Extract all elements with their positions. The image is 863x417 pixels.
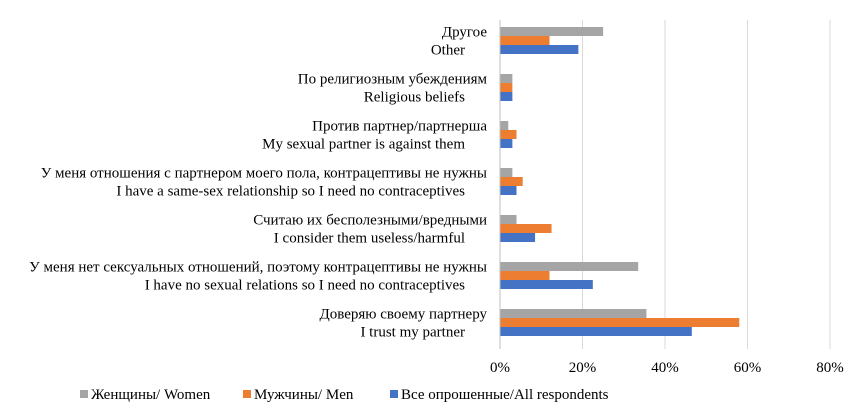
bar-women bbox=[500, 74, 513, 83]
category-label-ru: У меня нет сексуальных отношений, поэтом… bbox=[29, 260, 487, 276]
x-tick-label: 60% bbox=[734, 360, 762, 376]
category-label-ru: Доверяю своему партнеру bbox=[320, 307, 488, 323]
bar-all bbox=[500, 139, 513, 148]
bar-men bbox=[500, 130, 517, 139]
category-label-en: I consider them useless/harmful bbox=[274, 231, 465, 247]
bar-women bbox=[500, 121, 509, 130]
bar-men bbox=[500, 318, 740, 327]
legend-label: Женщины/ Women bbox=[91, 387, 211, 403]
legend-label: Мужчины/ Men bbox=[254, 387, 354, 403]
bar-all bbox=[500, 280, 593, 289]
bar-women bbox=[500, 27, 604, 36]
legend-label: Все опрошенные/All respondents bbox=[401, 387, 609, 403]
x-tick-label: 20% bbox=[569, 360, 597, 376]
x-tick-label: 40% bbox=[651, 360, 679, 376]
bar-all bbox=[500, 233, 536, 242]
legend-swatch bbox=[390, 390, 398, 398]
category-label-en: Other bbox=[431, 43, 465, 59]
bar-all bbox=[500, 45, 579, 54]
bar-men bbox=[500, 83, 513, 92]
category-label-en: I trust my partner bbox=[360, 325, 465, 341]
category-label-en: I have a same-sex relationship so I need… bbox=[116, 184, 465, 200]
category-label-ru: У меня отношения с партнером моего пола,… bbox=[41, 166, 487, 182]
x-tick-label: 80% bbox=[816, 360, 844, 376]
legend-swatch bbox=[243, 390, 251, 398]
bar-all bbox=[500, 186, 517, 195]
bar-all bbox=[500, 327, 692, 336]
category-label-en: I have no sexual relations so I need no … bbox=[145, 278, 465, 294]
category-label-ru: По религиозным убеждениям bbox=[298, 72, 488, 88]
bar-men bbox=[500, 36, 550, 45]
bar-men bbox=[500, 224, 552, 233]
category-label-ru: Другое bbox=[442, 25, 487, 41]
legend-swatch bbox=[80, 390, 88, 398]
bar-women bbox=[500, 262, 639, 271]
category-label-en: My sexual partner is against them bbox=[262, 137, 465, 153]
bar-women bbox=[500, 168, 513, 177]
bar-women bbox=[500, 309, 647, 318]
category-label-ru: Считаю их бесполезными/вредными bbox=[253, 213, 487, 229]
category-label-ru: Против партнер/партнерша bbox=[312, 119, 487, 135]
bar-men bbox=[500, 271, 550, 280]
bar-all bbox=[500, 92, 513, 101]
bar-men bbox=[500, 177, 523, 186]
x-tick-label: 0% bbox=[490, 360, 510, 376]
category-label-en: Religious beliefs bbox=[364, 90, 465, 106]
bar-women bbox=[500, 215, 517, 224]
